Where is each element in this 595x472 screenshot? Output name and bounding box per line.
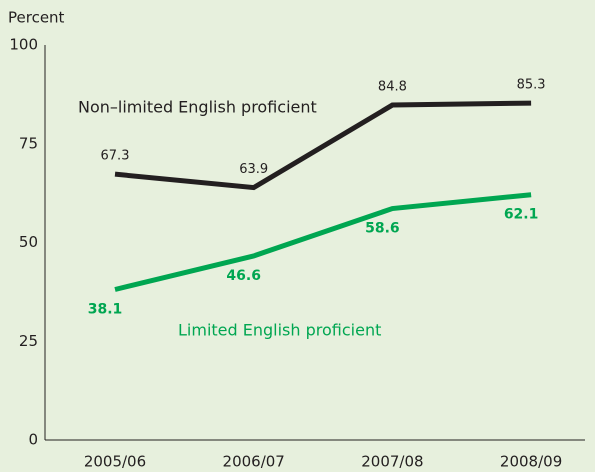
data-label: 67.3 xyxy=(101,149,130,164)
data-label: 46.6 xyxy=(226,268,261,284)
data-label: 38.1 xyxy=(88,302,123,318)
data-label: 85.3 xyxy=(517,78,546,93)
x-tick-label: 2006/07 xyxy=(223,453,285,471)
data-label: 58.6 xyxy=(365,221,400,237)
y-tick-label: 0 xyxy=(28,431,38,449)
data-label: 63.9 xyxy=(239,162,268,177)
x-tick-label: 2007/08 xyxy=(361,453,423,471)
data-label: 62.1 xyxy=(504,207,539,223)
series-label: Limited English proficient xyxy=(178,321,381,340)
y-axis-label: Percent xyxy=(8,9,65,27)
data-label: 84.8 xyxy=(378,80,407,95)
series-line xyxy=(114,192,532,292)
x-tick-label: 2008/09 xyxy=(500,453,562,471)
y-tick-label: 50 xyxy=(19,233,38,251)
y-tick-label: 25 xyxy=(19,332,38,350)
y-tick-label: 100 xyxy=(9,36,38,54)
series-line xyxy=(114,100,532,191)
x-tick-label: 2005/06 xyxy=(84,453,146,471)
y-tick-label: 75 xyxy=(19,134,38,152)
series-label: Non–limited English proficient xyxy=(78,98,317,117)
